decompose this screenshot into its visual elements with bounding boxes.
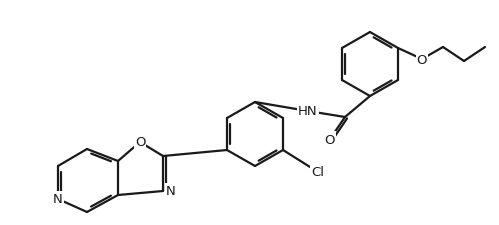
Text: N: N — [166, 185, 176, 198]
Text: O: O — [325, 133, 335, 146]
Text: O: O — [135, 136, 145, 149]
Text: HN: HN — [298, 105, 318, 118]
Text: Cl: Cl — [311, 166, 324, 179]
Text: N: N — [53, 193, 63, 206]
Text: O: O — [417, 53, 427, 66]
